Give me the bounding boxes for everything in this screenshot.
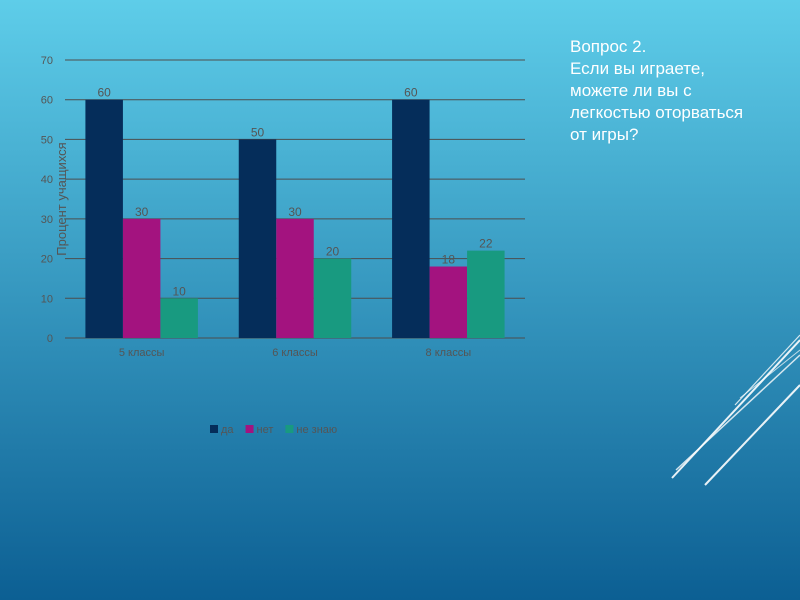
- bar: [122, 218, 161, 338]
- y-axis-title: Процент учащихся: [54, 142, 69, 255]
- y-tick-label: 30: [41, 214, 53, 226]
- y-tick-label: 60: [41, 95, 53, 107]
- question-line: легкостью оторваться: [570, 103, 744, 122]
- data-label: 60: [97, 86, 111, 100]
- question-line: от игры?: [570, 125, 639, 144]
- legend-swatch: [210, 425, 218, 433]
- legend-swatch: [245, 425, 254, 433]
- bar: [160, 298, 198, 338]
- legend-label: да: [221, 424, 234, 436]
- y-tick-label: 70: [41, 55, 53, 67]
- bar: [313, 258, 352, 338]
- question-line: можете ли вы с: [570, 81, 692, 100]
- bar: [238, 139, 277, 338]
- y-tick-label: 10: [41, 293, 53, 305]
- data-label: 30: [135, 205, 149, 219]
- data-label: 30: [288, 205, 302, 219]
- question-line: Если вы играете,: [570, 59, 706, 78]
- legend-label: не знаю: [296, 424, 337, 436]
- data-label: 18: [442, 253, 456, 267]
- bar: [467, 250, 505, 338]
- y-tick-label: 20: [41, 254, 53, 266]
- data-label: 10: [172, 284, 186, 298]
- legend-label: нет: [257, 424, 274, 436]
- data-label: 50: [251, 125, 265, 139]
- bar: [429, 266, 468, 338]
- x-tick-label: 8 классы: [426, 347, 472, 359]
- y-tick-label: 50: [41, 134, 53, 146]
- bar: [276, 218, 314, 338]
- data-label: 60: [404, 86, 418, 100]
- data-label: 20: [326, 245, 340, 259]
- y-tick-label: 0: [47, 333, 53, 345]
- question-line: Вопрос 2.: [570, 37, 647, 56]
- x-tick-label: 5 классы: [119, 347, 165, 359]
- bar: [85, 99, 123, 338]
- y-tick-label: 40: [41, 174, 53, 186]
- data-label: 22: [479, 237, 493, 251]
- bar: [392, 99, 430, 338]
- legend-swatch: [285, 425, 294, 433]
- question-text: Вопрос 2. Если вы играете, можете ли вы …: [570, 36, 795, 146]
- x-tick-label: 6 классы: [272, 347, 318, 359]
